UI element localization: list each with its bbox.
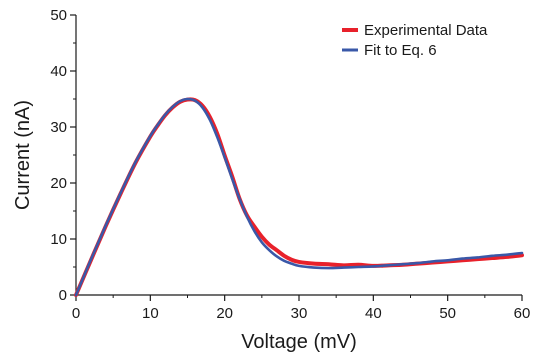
legend: Experimental Data Fit to Eq. 6	[342, 22, 488, 59]
axes	[75, 15, 522, 296]
y-tick-label: 10	[50, 231, 67, 248]
y-tick-label: 50	[50, 7, 67, 24]
y-axis-title: Current (nA)	[12, 100, 34, 210]
x-tick-label: 30	[291, 305, 308, 322]
x-ticks: 0 10 20 30 40 50 60	[72, 295, 531, 322]
y-ticks: 0 10 20 30 40 50	[50, 7, 76, 304]
x-tick-label: 40	[365, 305, 382, 322]
x-tick-label: 60	[514, 305, 531, 322]
legend-label-experimental-data: Experimental Data	[364, 22, 488, 39]
y-tick-label: 40	[50, 63, 67, 80]
legend-label-fit: Fit to Eq. 6	[364, 42, 437, 59]
x-tick-label: 0	[72, 305, 80, 322]
x-tick-label: 20	[216, 305, 233, 322]
y-tick-label: 0	[59, 287, 67, 304]
x-tick-label: 10	[142, 305, 159, 322]
y-tick-label: 20	[50, 175, 67, 192]
series-line-fit	[74, 97, 524, 297]
series-layer	[74, 97, 524, 297]
y-tick-label: 30	[50, 119, 67, 136]
x-axis-title: Voltage (mV)	[241, 331, 357, 353]
x-tick-label: 50	[439, 305, 456, 322]
